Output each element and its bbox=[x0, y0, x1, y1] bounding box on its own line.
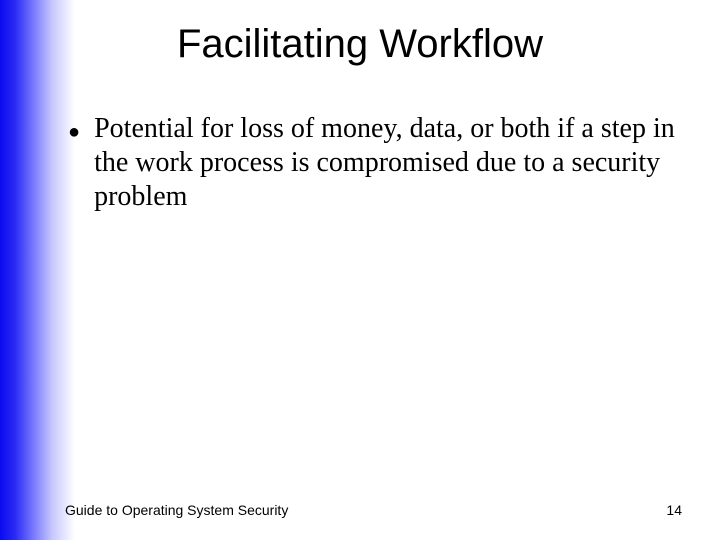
footer-source: Guide to Operating System Security bbox=[65, 502, 288, 518]
page-number: 14 bbox=[666, 502, 682, 518]
bullet-item: ● Potential for loss of money, data, or … bbox=[68, 112, 688, 214]
slide-content: Facilitating Workflow ● Potential for lo… bbox=[0, 0, 720, 540]
slide-title: Facilitating Workflow bbox=[0, 22, 720, 67]
bullet-list: ● Potential for loss of money, data, or … bbox=[68, 112, 688, 214]
bullet-marker-icon: ● bbox=[68, 114, 80, 150]
bullet-text: Potential for loss of money, data, or bo… bbox=[94, 112, 688, 214]
